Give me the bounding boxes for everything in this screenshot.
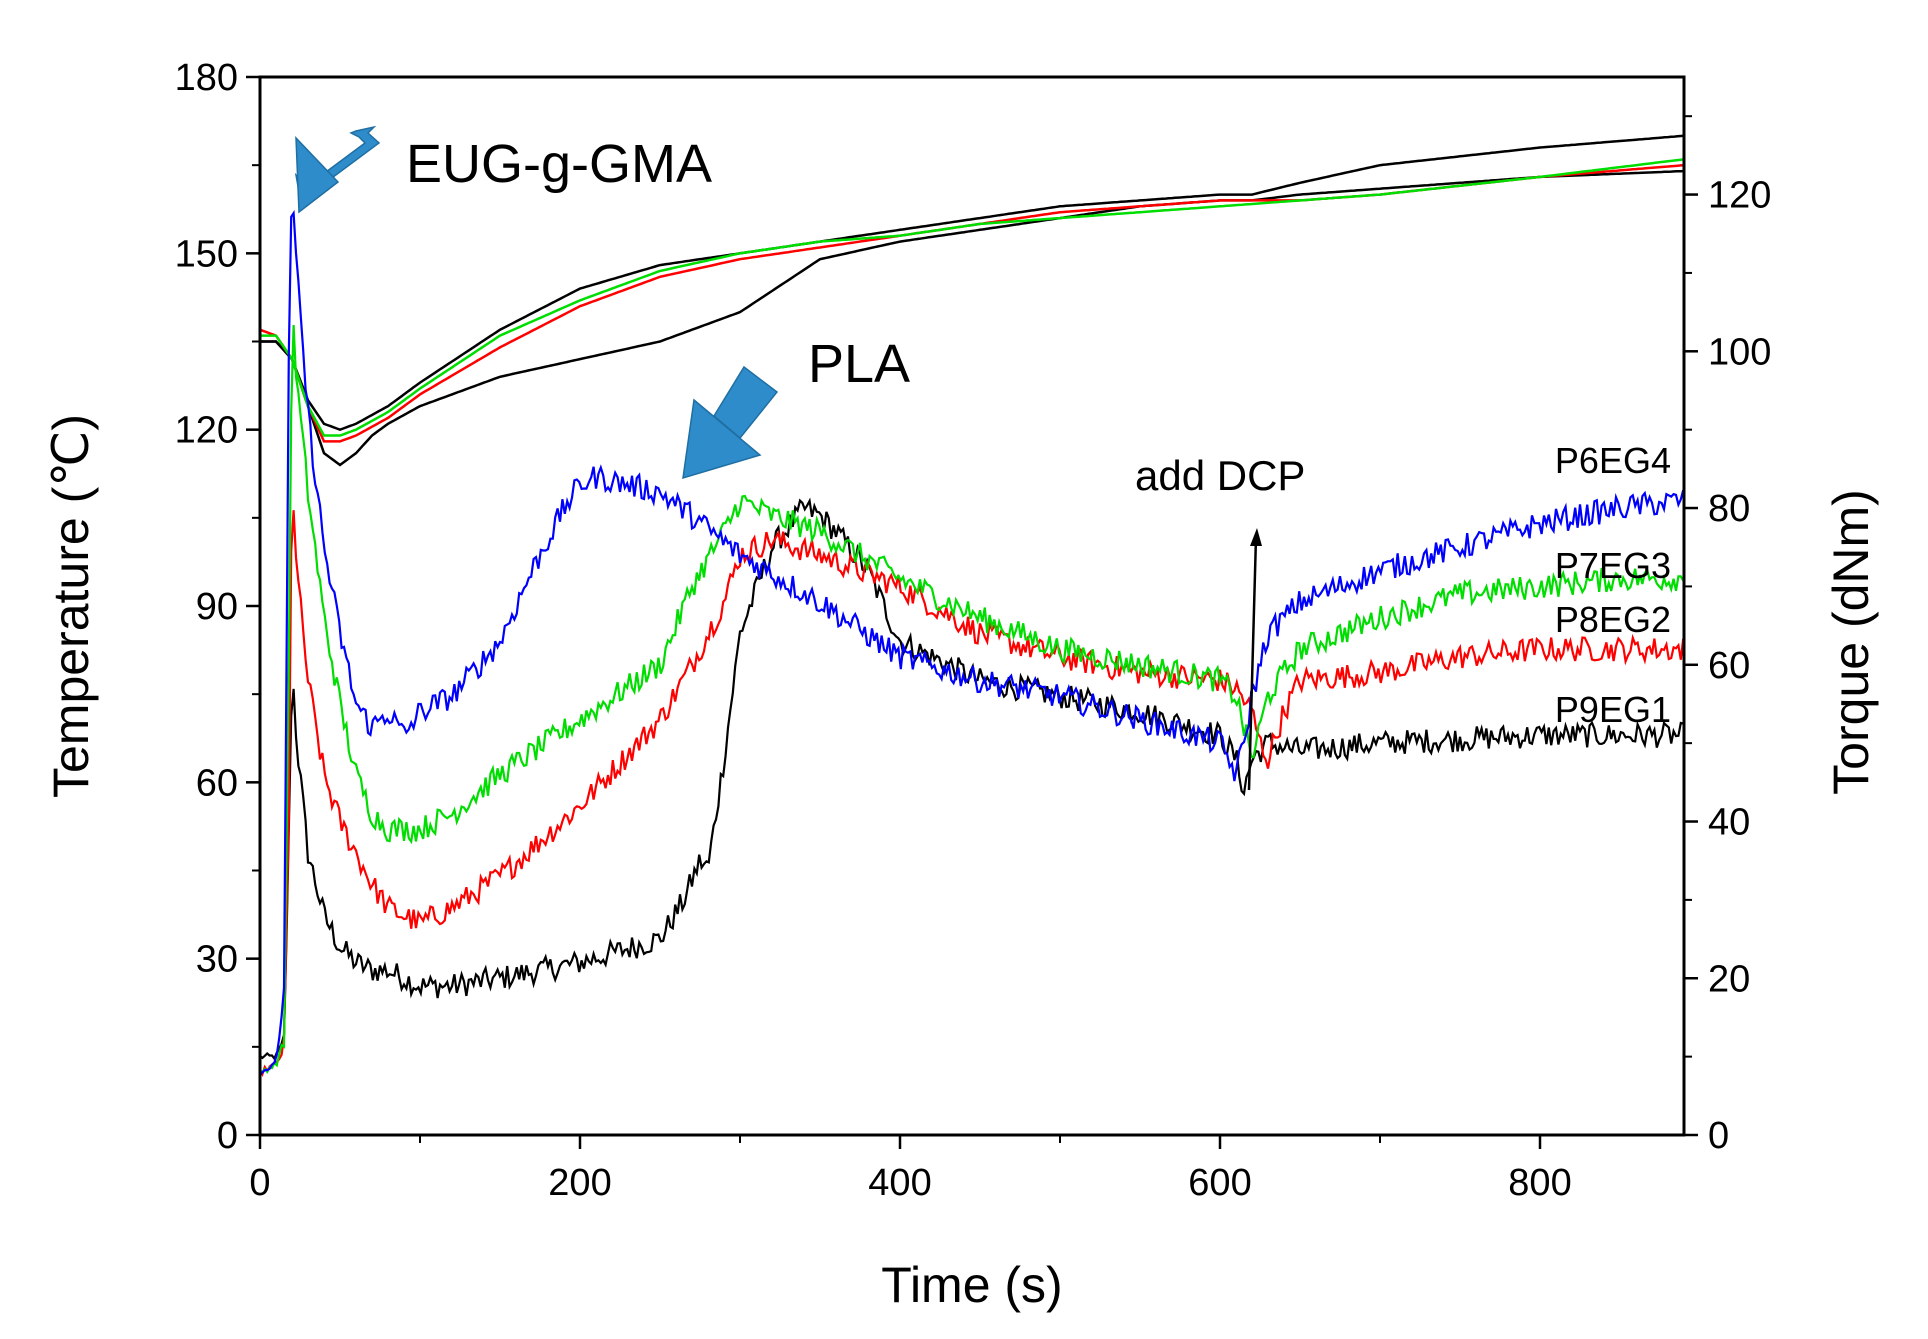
x-axis-title: Time (s) [881,1257,1062,1313]
temperature-line-p9eg1-upper [260,134,1685,432]
dcp-arrow-line [1247,536,1258,791]
axis-ticks [246,75,1698,1149]
y-left-axis-title: Temperature (℃) [43,414,99,798]
y-left-tick-label: 150 [175,233,238,275]
y-right-tick-label: 100 [1708,331,1771,373]
x-tick-label: 800 [1508,1162,1571,1204]
series-label-p7eg3: P7EG3 [1555,545,1671,586]
torque-lines [259,209,1685,1077]
temperature-line-p9eg1 [260,169,1685,467]
y-right-tick-label: 20 [1708,958,1750,1000]
dcp-arrow-head-icon [1250,528,1262,546]
eug-label: EUG-g-GMA [406,134,712,194]
eug-arrow-head-icon [295,136,340,214]
y-left-tick-label: 90 [196,586,238,628]
dcp-label: add DCP [1135,452,1305,499]
x-tick-label: 0 [249,1162,270,1204]
temperature-line-p7eg3 [260,158,1685,437]
y-left-tick-label: 60 [196,762,238,804]
torque-line-p6eg4 [259,209,1685,1077]
x-tick-label: 400 [868,1162,931,1204]
x-tick-label: 600 [1188,1162,1251,1204]
y-left-tick-label: 120 [175,410,238,452]
pla-arrow-head-icon [682,398,762,480]
y-left-tick-label: 0 [217,1115,238,1157]
y-left-tick-label: 30 [196,939,238,981]
y-right-tick-label: 40 [1708,802,1750,844]
temperature-lines [259,134,1685,467]
y-right-tick-label: 80 [1708,488,1750,530]
series-label-p8eg2: P8EG2 [1555,599,1671,640]
y-right-tick-label: 0 [1708,1115,1729,1157]
torque-line-p7eg3 [259,324,1685,1074]
pla-label: PLA [808,334,910,394]
series-label-p6eg4: P6EG4 [1555,440,1671,481]
x-tick-label: 200 [548,1162,611,1204]
torque-line-p8eg2 [259,510,1685,1077]
series-label-p9eg1: P9EG1 [1555,689,1671,730]
tick-labels: 0 200 400 600 800 0 30 60 90 120 150 180 0 20 40 60 80 10… [175,57,1772,1204]
y-left-tick-label: 180 [175,57,238,99]
y-right-tick-label: 120 [1708,175,1771,217]
y-right-axis-title: Torque (dNm) [1823,489,1879,795]
y-right-tick-label: 60 [1708,645,1750,687]
